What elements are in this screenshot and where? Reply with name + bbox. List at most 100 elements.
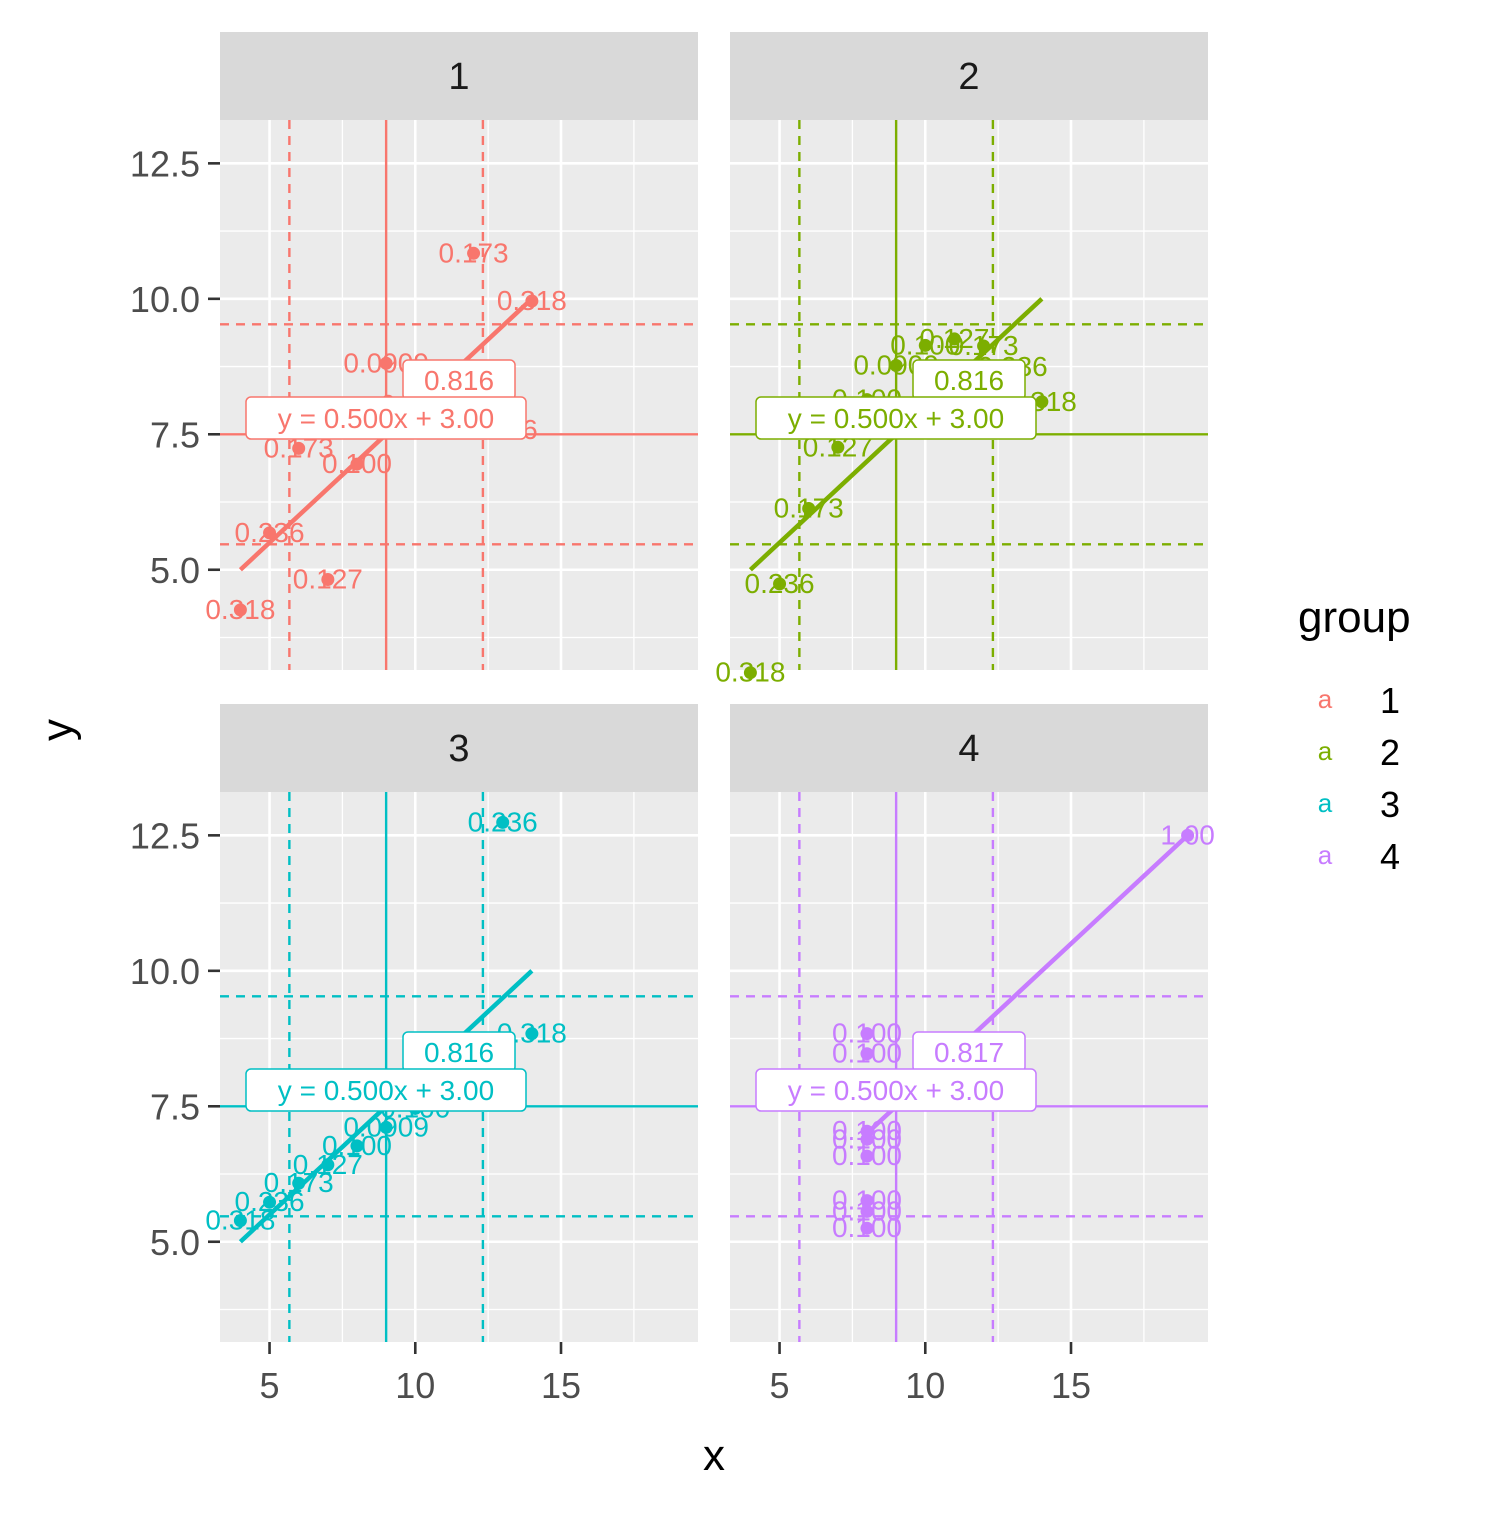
point-label: 0.100 <box>832 1115 902 1146</box>
point-label: 0.236 <box>745 568 815 599</box>
facet-strip <box>220 32 698 120</box>
data-point <box>379 356 393 370</box>
point-label: 0.173 <box>774 493 844 524</box>
point-label: 0.236 <box>468 806 538 837</box>
legend-label: 4 <box>1380 836 1400 877</box>
x-tick-label: 5 <box>770 1365 790 1406</box>
facet-strip-label: 2 <box>958 56 979 98</box>
legend-label: 3 <box>1380 784 1400 825</box>
facet-strip-label: 3 <box>448 728 469 770</box>
equation-box <box>245 1068 527 1112</box>
data-point <box>1181 828 1195 842</box>
data-point <box>860 1194 874 1208</box>
data-point <box>525 294 539 308</box>
point-label: 0.318 <box>715 657 785 688</box>
point-label: 0.100 <box>832 1018 902 1049</box>
data-point <box>860 1132 874 1146</box>
x-tick-label: 15 <box>1051 1365 1091 1406</box>
legend-key: a <box>1318 788 1333 818</box>
facet-strip <box>220 704 698 792</box>
panel-4: 40.1000.1000.1000.1000.1000.1000.1001.00… <box>730 704 1215 1406</box>
data-point <box>918 338 932 352</box>
legend-key: a <box>1318 736 1333 766</box>
data-point <box>860 1221 874 1235</box>
data-point <box>860 1149 874 1163</box>
legend-key: a <box>1318 840 1333 870</box>
equation-label: y = 0.500x + 3.00 <box>788 403 1004 434</box>
data-point <box>773 577 787 591</box>
data-point <box>263 526 277 540</box>
equation-label: y = 0.500x + 3.00 <box>278 403 494 434</box>
point-label: 0.100 <box>832 1185 902 1216</box>
point-label: 0.127 <box>293 564 363 595</box>
panel-2: 20.1000.1000.2360.09090.1270.3180.1730.3… <box>715 32 1208 688</box>
data-point <box>292 441 306 455</box>
data-point <box>321 1158 335 1172</box>
data-point <box>860 1047 874 1061</box>
r-label: 0.817 <box>934 1037 1004 1068</box>
y-tick-label: 12.5 <box>130 815 200 856</box>
point-label: 0.0909 <box>343 1111 429 1142</box>
y-tick-label: 7.5 <box>150 1086 200 1127</box>
facet-strip-label: 1 <box>448 56 469 98</box>
point-label: 0.127 <box>919 323 989 354</box>
point-label: 0.173 <box>439 237 509 268</box>
data-point <box>350 457 364 471</box>
x-tick-label: 15 <box>541 1365 581 1406</box>
equation-box <box>755 396 1037 440</box>
point-label: 0.236 <box>235 517 305 548</box>
y-tick-label: 12.5 <box>130 143 200 184</box>
x-axis-title: x <box>703 1431 725 1480</box>
y-tick-label: 7.5 <box>150 414 200 455</box>
point-label: 0.100 <box>832 1195 902 1226</box>
point-label: 0.318 <box>497 285 567 316</box>
legend-key: a <box>1318 684 1333 714</box>
y-axis-title: y <box>33 719 82 741</box>
point-label: 0.100 <box>832 1038 902 1069</box>
data-point <box>321 573 335 587</box>
data-point <box>233 603 247 617</box>
data-point <box>802 502 816 516</box>
data-point <box>496 815 510 829</box>
r-label: 0.816 <box>424 365 494 396</box>
r-label: 0.816 <box>424 1037 494 1068</box>
x-tick-label: 10 <box>395 1365 435 1406</box>
equation-box <box>755 1068 1037 1112</box>
point-label: 0.100 <box>890 329 960 360</box>
panel-3: 30.1000.1000.2360.09090.1270.3180.1730.3… <box>130 704 698 1406</box>
point-label: 1.00 <box>1160 819 1215 850</box>
y-tick-label: 10.0 <box>130 951 200 992</box>
legend: group a 1 a 2 a 3 a 4 <box>1298 593 1411 877</box>
data-point <box>831 440 845 454</box>
point-label: 0.100 <box>832 1212 902 1243</box>
x-tick-label: 5 <box>260 1365 280 1406</box>
data-point <box>860 1027 874 1041</box>
point-label: 0.127 <box>293 1149 363 1180</box>
data-point <box>947 332 961 346</box>
facet-strip <box>730 32 1208 120</box>
equation-label: y = 0.500x + 3.00 <box>278 1075 494 1106</box>
r-label: 0.816 <box>934 365 1004 396</box>
data-point <box>263 1195 277 1209</box>
point-label: 0.100 <box>322 1130 392 1161</box>
point-label: 0.318 <box>205 1205 275 1236</box>
legend-title: group <box>1298 593 1411 642</box>
point-label: 0.173 <box>949 330 1019 361</box>
data-point <box>350 1139 364 1153</box>
data-point <box>379 1120 393 1134</box>
data-point <box>977 339 991 353</box>
y-tick-label: 5.0 <box>150 550 200 591</box>
point-label: 0.236 <box>235 1186 305 1217</box>
data-point <box>860 1204 874 1218</box>
facet-strip-label: 4 <box>958 728 979 770</box>
data-point <box>525 1027 539 1041</box>
point-label: 0.100 <box>832 1123 902 1154</box>
point-label: 0.100 <box>322 448 392 479</box>
data-point <box>292 1176 306 1190</box>
facet-strip <box>730 704 1208 792</box>
y-tick-label: 5.0 <box>150 1222 200 1263</box>
data-point <box>1035 395 1049 409</box>
y-tick-label: 10.0 <box>130 279 200 320</box>
